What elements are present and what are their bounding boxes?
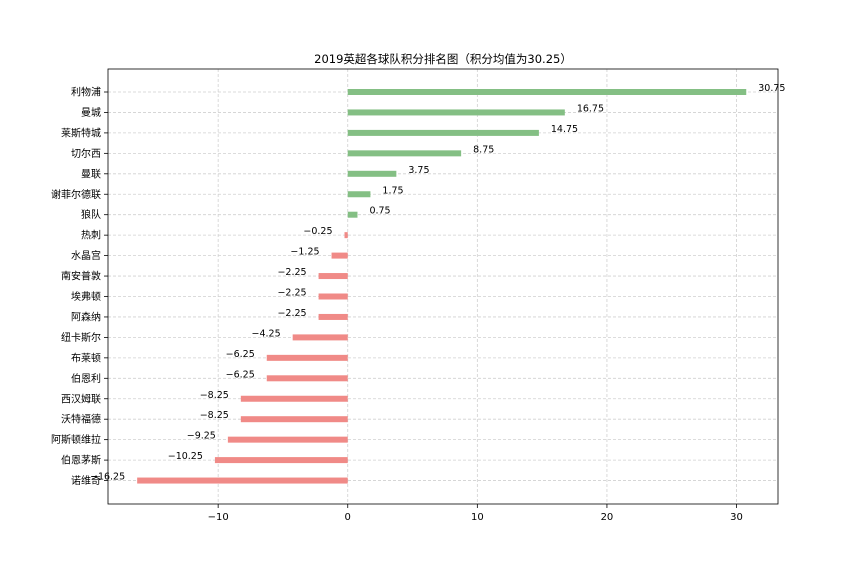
bar xyxy=(347,150,462,157)
bar xyxy=(347,191,371,198)
x-tick-label: 30 xyxy=(730,512,743,523)
value-label: −16.25 xyxy=(90,472,125,483)
y-tick-label: 沃特福德 xyxy=(61,413,101,426)
value-label: 1.75 xyxy=(382,185,403,196)
value-label: −2.25 xyxy=(277,288,306,299)
bar xyxy=(240,395,348,402)
bar xyxy=(347,211,358,218)
bar xyxy=(240,416,348,423)
value-label: −2.25 xyxy=(277,267,306,278)
bar xyxy=(347,109,565,116)
plot-frame xyxy=(107,68,779,505)
y-axis: 利物浦曼城莱斯特城切尔西曼联谢菲尔德联狼队热刺水晶宫南安普敦埃弗顿阿森纳纽卡斯尔… xyxy=(51,86,108,487)
bar xyxy=(318,273,348,280)
bar xyxy=(266,354,348,361)
value-label: 16.75 xyxy=(577,103,604,114)
y-tick-label: 伯恩茅斯 xyxy=(61,454,101,467)
value-label: −10.25 xyxy=(168,451,203,462)
y-tick-label: 热刺 xyxy=(81,229,101,242)
value-label: 30.75 xyxy=(758,83,785,94)
y-tick-label: 切尔西 xyxy=(71,147,101,160)
bar xyxy=(214,457,348,464)
x-axis: −10 0 10 20 30 xyxy=(208,504,743,523)
y-tick-label: 水晶宫 xyxy=(71,249,101,262)
value-label: −6.25 xyxy=(226,349,255,360)
value-label: −1.25 xyxy=(290,247,319,258)
x-tick-label: 20 xyxy=(601,512,614,523)
value-label: −2.25 xyxy=(277,308,306,319)
y-tick-label: 曼联 xyxy=(81,168,101,180)
bar xyxy=(331,252,348,259)
grid xyxy=(108,69,778,504)
y-tick-label: 纽卡斯尔 xyxy=(61,331,101,344)
y-tick-label: 狼队 xyxy=(81,208,101,221)
value-label: 3.75 xyxy=(408,165,429,176)
y-tick-label: 埃弗顿 xyxy=(71,290,101,303)
y-tick-label: 南安普敦 xyxy=(61,270,101,283)
bar xyxy=(227,436,348,443)
bar xyxy=(347,170,397,177)
y-tick-label: 伯恩利 xyxy=(71,372,101,385)
bar xyxy=(344,232,348,239)
value-label: 8.75 xyxy=(473,144,494,155)
x-tick-label: −10 xyxy=(208,512,229,523)
value-label: −6.25 xyxy=(226,369,255,380)
y-tick-label: 西汉姆联 xyxy=(61,392,101,405)
y-tick-label: 阿森纳 xyxy=(71,310,101,323)
value-label: 0.75 xyxy=(369,206,390,217)
value-label: −9.25 xyxy=(187,431,216,442)
bar xyxy=(347,129,539,136)
bar xyxy=(137,477,348,484)
y-tick-label: 诺维奇 xyxy=(71,474,101,487)
bar xyxy=(318,293,348,300)
value-label: 14.75 xyxy=(551,124,578,135)
value-label: −0.25 xyxy=(303,226,332,237)
bar xyxy=(318,313,348,320)
value-labels: 30.75 16.75 14.75 8.75 3.75 1.75 0.75 −0.25 −1.2… xyxy=(90,83,785,483)
y-tick-label: 曼城 xyxy=(81,107,101,119)
value-label: −4.25 xyxy=(252,328,281,339)
y-tick-label: 布莱顿 xyxy=(71,351,101,364)
bar xyxy=(292,334,348,341)
x-tick-label: 10 xyxy=(471,512,484,523)
value-label: −8.25 xyxy=(200,410,229,421)
bars xyxy=(137,89,747,484)
y-tick-label: 谢菲尔德联 xyxy=(51,188,101,201)
y-tick-label: 莱斯特城 xyxy=(61,126,101,139)
y-tick-label: 利物浦 xyxy=(71,86,101,99)
bar xyxy=(266,375,348,382)
value-label: −8.25 xyxy=(200,390,229,401)
x-tick-label: 0 xyxy=(345,512,351,523)
y-tick-label: 阿斯顿维拉 xyxy=(51,433,101,446)
chart-title: 2019英超各球队积分排名图（积分均值为30.25） xyxy=(314,52,572,66)
bar xyxy=(347,89,747,95)
